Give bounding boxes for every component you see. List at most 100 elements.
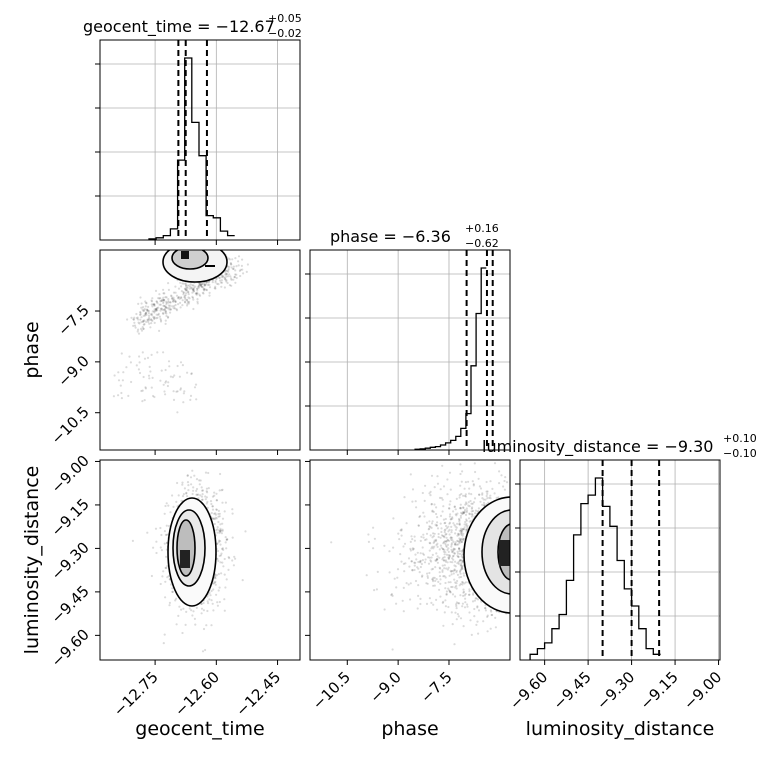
scatter-point <box>221 561 224 564</box>
tick-label: −12.60 <box>171 668 223 720</box>
scatter-point <box>414 561 417 565</box>
scatter-point <box>459 617 463 620</box>
scatter-point <box>164 504 167 508</box>
scatter-point <box>211 517 214 521</box>
scatter-point <box>167 524 171 528</box>
scatter-point <box>227 275 230 278</box>
scatter-point <box>174 300 177 303</box>
scatter-point <box>461 559 464 562</box>
scatter-point <box>216 601 219 604</box>
scatter-point <box>180 290 183 293</box>
scatter-point <box>238 269 241 272</box>
tick-label: −7.5 <box>417 668 455 706</box>
scatter-point <box>185 610 188 614</box>
scatter-point <box>448 574 451 577</box>
scatter-point <box>465 524 468 527</box>
scatter-point <box>444 560 447 563</box>
scatter-point <box>225 275 228 278</box>
scatter-point <box>460 511 463 514</box>
scatter-point <box>484 609 487 612</box>
scatter-point <box>219 530 222 533</box>
scatter-point <box>136 316 139 319</box>
scatter-point <box>217 515 220 518</box>
scatter-point <box>459 568 463 571</box>
scatter-point <box>452 558 455 561</box>
scatter-point <box>423 561 427 564</box>
scatter-point <box>453 552 456 555</box>
scatter-point <box>167 575 170 578</box>
scatter-point <box>239 274 242 278</box>
scatter-point <box>180 608 183 611</box>
scatter-point <box>435 558 438 561</box>
tick-label: −9.30 <box>48 539 93 584</box>
scatter-point <box>163 298 166 302</box>
scatter-point <box>217 283 220 286</box>
scatter-point <box>474 512 477 515</box>
scatter-point <box>446 538 449 542</box>
scatter-point <box>444 599 447 602</box>
scatter-point <box>167 504 170 507</box>
scatter-point <box>443 567 446 570</box>
scatter-point <box>491 613 494 617</box>
scatter-point <box>445 540 448 543</box>
scatter-point <box>463 494 466 497</box>
scatter-point <box>191 469 194 472</box>
scatter-point <box>190 372 193 376</box>
scatter-point <box>383 544 386 547</box>
scatter-point <box>153 303 156 306</box>
scatter-point <box>190 286 193 289</box>
scatter-point <box>465 502 468 505</box>
scatter-point <box>219 540 222 543</box>
scatter-point <box>443 535 446 538</box>
scatter-point <box>140 316 143 319</box>
scatter-point <box>444 533 447 536</box>
scatter-point <box>210 589 213 593</box>
scatter-point <box>216 526 219 529</box>
tick-label: −9.60 <box>48 625 93 670</box>
scatter-point <box>441 564 444 567</box>
scatter-point <box>462 506 465 509</box>
scatter-point <box>457 560 460 564</box>
scatter-point <box>436 482 440 485</box>
scatter-point <box>245 270 248 273</box>
scatter-point <box>443 536 446 539</box>
scatter-point <box>198 483 201 486</box>
scatter-point <box>224 278 227 281</box>
scatter-point <box>444 576 447 579</box>
scatter-point <box>184 294 187 297</box>
scatter-point <box>424 484 427 487</box>
scatter-point <box>445 590 448 593</box>
scatter-point <box>479 500 482 503</box>
scatter-point <box>448 554 451 557</box>
scatter-point <box>230 278 233 281</box>
scatter-point <box>167 298 170 301</box>
scatter-point <box>222 548 225 552</box>
scatter-point <box>372 547 375 550</box>
scatter-point <box>206 506 209 509</box>
scatter-point <box>431 510 434 513</box>
scatter-point <box>495 496 498 499</box>
scatter-point <box>493 492 496 495</box>
scatter-point <box>455 584 458 588</box>
scatter-point <box>181 631 184 635</box>
scatter-point <box>181 483 184 486</box>
scatter-point <box>451 593 455 596</box>
scatter-point <box>219 472 222 476</box>
scatter-point <box>373 537 376 540</box>
scatter-point <box>461 539 464 542</box>
scatter-point <box>461 537 464 540</box>
scatter-point <box>182 282 185 285</box>
scatter-point <box>218 539 221 542</box>
scatter-point <box>472 592 475 595</box>
scatter-point <box>420 575 424 578</box>
scatter-point <box>184 623 187 627</box>
scatter-point <box>133 324 137 327</box>
scatter-point <box>160 369 163 372</box>
scatter-point <box>409 549 412 552</box>
scatter-point <box>142 327 145 330</box>
scatter-point <box>467 480 470 483</box>
scatter-point <box>218 554 221 558</box>
scatter-point <box>185 288 188 291</box>
scatter-point <box>458 496 461 499</box>
scatter-point <box>458 584 461 587</box>
